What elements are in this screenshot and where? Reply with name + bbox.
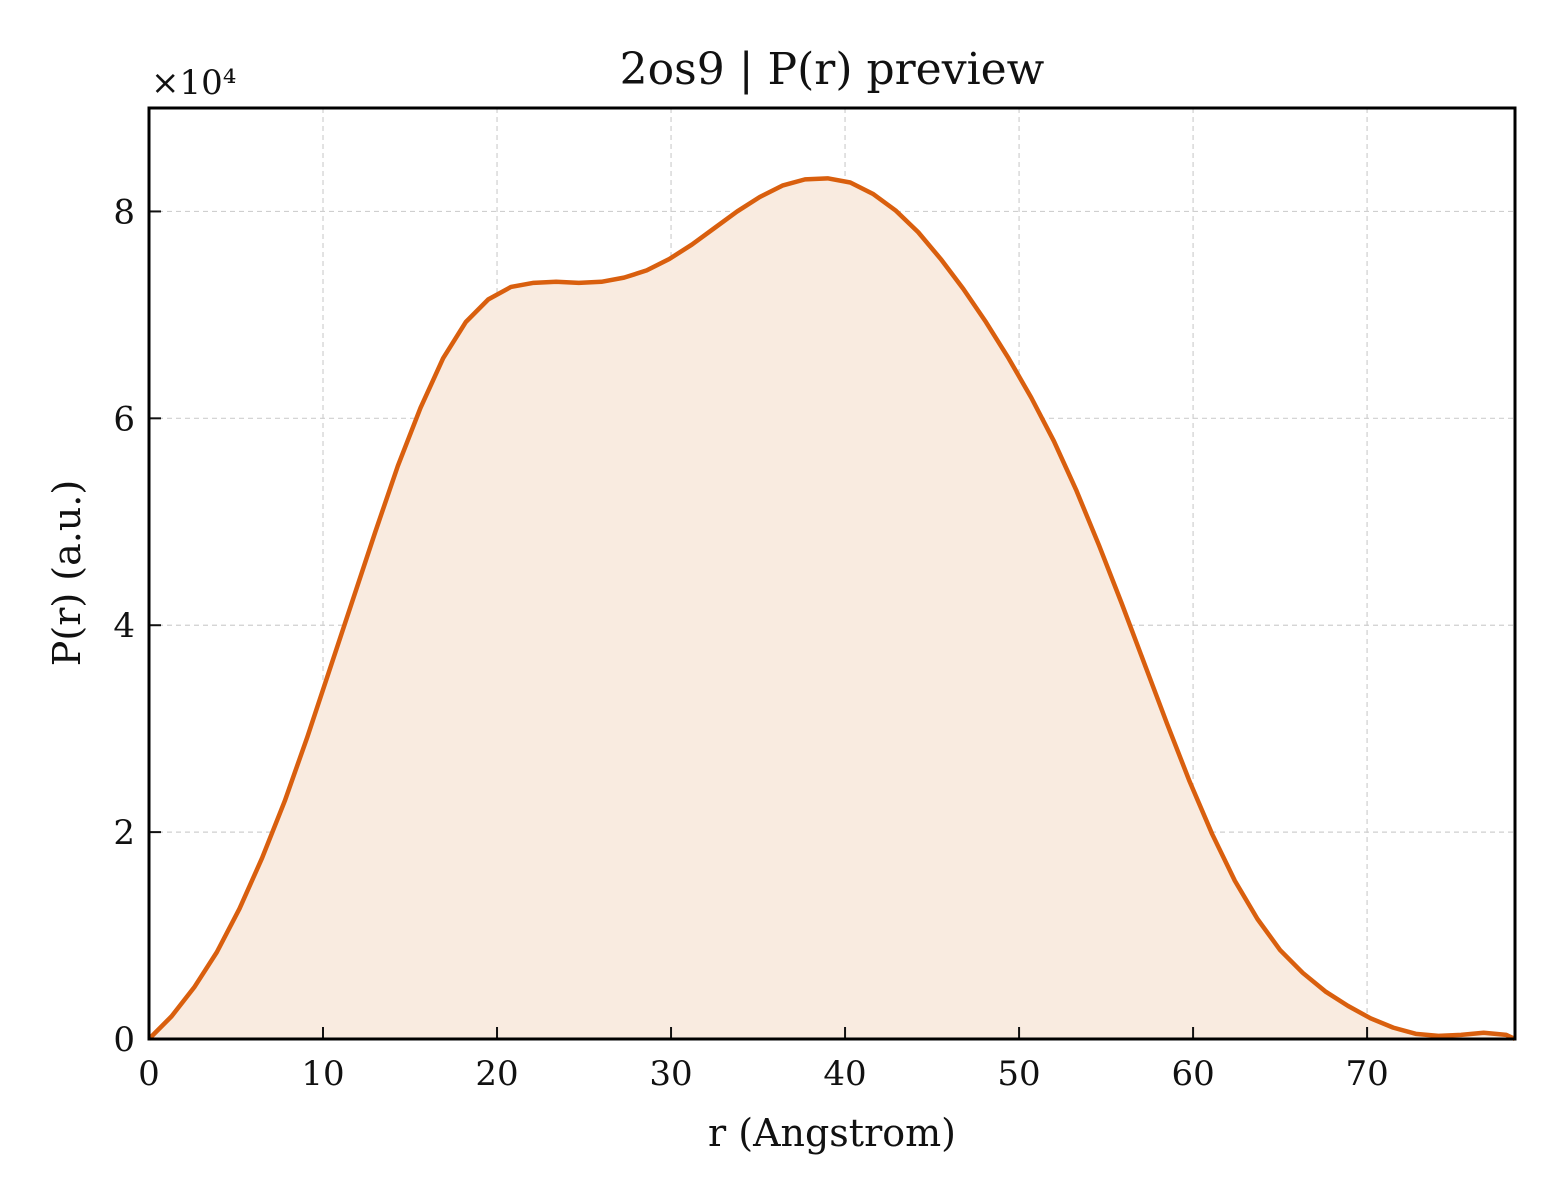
y-tick-label: 4 [113,606,135,646]
y-axis-multiplier: ×10⁴ [151,63,236,103]
pr-series-line [147,176,1516,1042]
y-tick-label: 2 [113,813,135,853]
x-tick-label: 0 [138,1054,160,1094]
pr-area-fill [149,178,1515,1040]
x-axis-label: r (Angstrom) [708,1111,956,1155]
y-tick-label: 6 [113,399,135,439]
x-tick-label: 50 [997,1054,1040,1094]
y-tick-label: 8 [113,192,135,232]
x-tick-label: 60 [1171,1054,1214,1094]
y-tick-label: 0 [113,1020,135,1060]
x-tick-label: 70 [1345,1054,1388,1094]
plot-frame [147,106,1517,1041]
chart-title: 2os9 | P(r) preview [620,44,1045,95]
x-tick-label: 30 [649,1054,692,1094]
x-tick-label: 40 [823,1054,866,1094]
x-tick-label: 10 [301,1054,344,1094]
y-axis-label: P(r) (a.u.) [45,480,89,666]
axis-ticks: 0 10 20 30 40 50 60 70 0 2 4 6 8 [113,192,1388,1094]
x-tick-label: 20 [475,1054,518,1094]
